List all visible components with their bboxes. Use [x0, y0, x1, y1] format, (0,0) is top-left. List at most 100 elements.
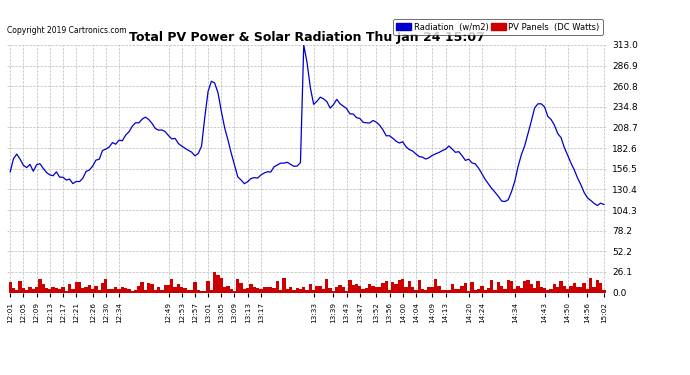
Bar — [328, 288, 332, 292]
Bar — [55, 288, 58, 292]
Bar — [319, 286, 322, 292]
Bar — [12, 288, 15, 292]
Bar — [592, 287, 595, 292]
Bar — [203, 291, 206, 292]
Bar — [566, 289, 569, 292]
Bar — [382, 283, 384, 292]
Bar — [121, 287, 124, 292]
Bar — [28, 287, 32, 292]
Bar — [589, 278, 592, 292]
Bar — [184, 288, 187, 292]
Bar — [573, 284, 576, 292]
Bar — [520, 288, 523, 292]
Bar — [332, 291, 335, 292]
Bar — [404, 287, 408, 292]
Bar — [266, 287, 269, 292]
Bar — [200, 291, 203, 292]
Bar — [75, 282, 78, 292]
Bar — [352, 285, 355, 292]
Bar — [424, 290, 427, 292]
Bar — [65, 291, 68, 292]
Bar — [384, 281, 388, 292]
Bar — [236, 279, 239, 292]
Bar — [322, 290, 325, 292]
Bar — [97, 290, 101, 292]
Bar — [530, 284, 533, 292]
Bar — [490, 280, 493, 292]
Bar — [312, 290, 315, 292]
Bar — [213, 272, 217, 292]
Bar — [599, 283, 602, 292]
Bar — [338, 285, 342, 292]
Bar — [431, 287, 434, 292]
Bar — [180, 288, 184, 292]
Bar — [546, 290, 549, 292]
Bar — [397, 280, 401, 292]
Bar — [233, 291, 236, 292]
Bar — [493, 290, 497, 292]
Bar — [526, 280, 530, 292]
Bar — [230, 289, 233, 292]
Bar — [391, 282, 395, 292]
Bar — [342, 287, 345, 292]
Bar — [503, 289, 506, 292]
Bar — [473, 290, 477, 292]
Bar — [427, 287, 431, 292]
Bar — [95, 286, 97, 292]
Bar — [22, 288, 25, 292]
Bar — [68, 284, 71, 292]
Bar — [289, 287, 292, 292]
Bar — [411, 287, 414, 292]
Bar — [302, 287, 306, 292]
Bar — [177, 284, 180, 292]
Bar — [368, 284, 371, 292]
Bar — [187, 291, 190, 292]
Bar — [447, 290, 451, 292]
Bar — [71, 290, 75, 292]
Bar — [91, 290, 95, 292]
Bar — [253, 287, 256, 292]
Bar — [25, 290, 28, 292]
Bar — [444, 290, 447, 292]
Bar — [160, 290, 164, 292]
Bar — [378, 286, 382, 292]
Bar — [164, 285, 167, 292]
Bar — [154, 290, 157, 292]
Bar — [497, 282, 500, 292]
Bar — [464, 283, 467, 292]
Bar — [282, 278, 286, 292]
Bar — [335, 287, 338, 292]
Bar — [101, 284, 104, 292]
Bar — [193, 282, 197, 292]
Bar — [206, 281, 210, 292]
Bar — [167, 285, 170, 292]
Bar — [556, 287, 560, 292]
Bar — [523, 281, 526, 292]
Bar — [38, 279, 41, 292]
Bar — [190, 290, 193, 292]
Bar — [299, 289, 302, 292]
Bar — [173, 286, 177, 292]
Bar — [500, 286, 503, 292]
Bar — [81, 288, 84, 292]
Bar — [586, 289, 589, 292]
Bar — [124, 288, 127, 292]
Bar — [401, 279, 404, 292]
Bar — [480, 286, 484, 292]
Bar — [41, 284, 45, 292]
Bar — [259, 289, 262, 292]
Bar — [239, 283, 243, 292]
Bar — [408, 280, 411, 292]
Bar — [471, 282, 473, 292]
Bar — [506, 280, 510, 292]
Bar — [88, 285, 91, 292]
Bar — [371, 286, 375, 292]
Bar — [104, 279, 108, 292]
Bar — [130, 291, 134, 292]
Bar — [513, 289, 517, 292]
Bar — [325, 279, 328, 292]
Bar — [562, 286, 566, 292]
Bar — [32, 289, 35, 292]
Bar — [365, 288, 368, 292]
Bar — [249, 284, 253, 292]
